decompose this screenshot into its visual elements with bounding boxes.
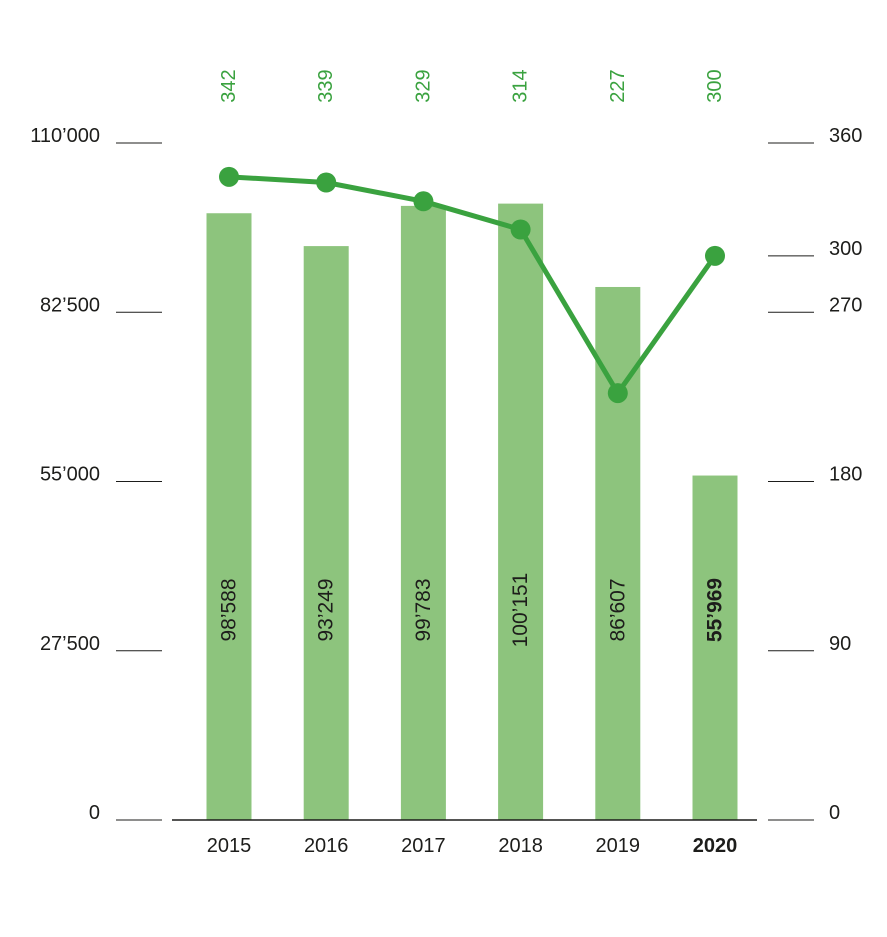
left-axis-tick-label: 110’000	[30, 125, 100, 147]
bar-series: 98’588 93’249 99’783 100’151 86’607 55’969	[206, 203, 738, 821]
left-axis: 0 27’500 55’000 82’500 110’000	[30, 125, 162, 824]
right-axis-tick-label: 300	[829, 238, 862, 260]
line-value-label: 300	[704, 69, 726, 102]
line-path	[228, 174, 718, 396]
line-point-2019	[607, 383, 628, 404]
right-axis-tick-label: 270	[829, 294, 862, 316]
x-tick-label: 2017	[401, 835, 446, 857]
right-axis-tick-label: 90	[829, 633, 851, 655]
bar-2015	[206, 213, 252, 821]
left-axis-tick-label: 0	[89, 802, 100, 824]
bar-2017	[400, 205, 446, 821]
bar-value-label: 99’783	[412, 578, 435, 641]
line-value-label: 227	[607, 69, 629, 102]
right-axis-tick-label: 0	[829, 802, 840, 824]
line-value-label: 329	[412, 69, 434, 102]
left-axis-tick-label: 55’000	[40, 464, 100, 486]
right-axis: 0 90 180 270 300 360	[768, 125, 862, 824]
line-value-labels: 342 339 329 314 227 300	[218, 69, 726, 102]
left-axis-tick-label: 27’500	[40, 633, 100, 655]
left-axis-tick-label: 82’500	[40, 294, 100, 316]
line-point-2017	[413, 191, 434, 212]
x-tick-label: 2015	[207, 835, 252, 857]
line-point-2020	[705, 245, 725, 266]
bar-2020	[692, 475, 738, 820]
line-point-2015	[219, 166, 239, 187]
bar-value-label: 55’969	[704, 578, 727, 642]
line-point-2016	[316, 172, 337, 193]
x-tick-label: 2016	[304, 835, 349, 857]
x-tick-label: 2019	[596, 835, 641, 857]
bar-2018	[498, 203, 544, 821]
bar-value-label: 86’607	[606, 578, 629, 641]
line-value-label: 314	[510, 69, 532, 102]
bar-2016	[303, 246, 349, 820]
right-axis-tick-label: 180	[829, 464, 862, 486]
right-axis-tick-label: 360	[829, 125, 862, 147]
line-series	[219, 166, 725, 404]
x-axis-labels: 2015 2016 2017 2018 2019 2020	[207, 835, 738, 857]
line-value-label: 342	[218, 69, 240, 102]
line-point-2018	[510, 219, 531, 240]
bar-value-label: 98’588	[218, 578, 241, 641]
bar-value-label: 93’249	[315, 578, 338, 641]
bar-value-label: 100’151	[509, 573, 532, 648]
line-value-label: 339	[315, 69, 337, 102]
x-tick-label: 2018	[498, 835, 543, 857]
x-tick-label: 2020	[693, 835, 738, 857]
